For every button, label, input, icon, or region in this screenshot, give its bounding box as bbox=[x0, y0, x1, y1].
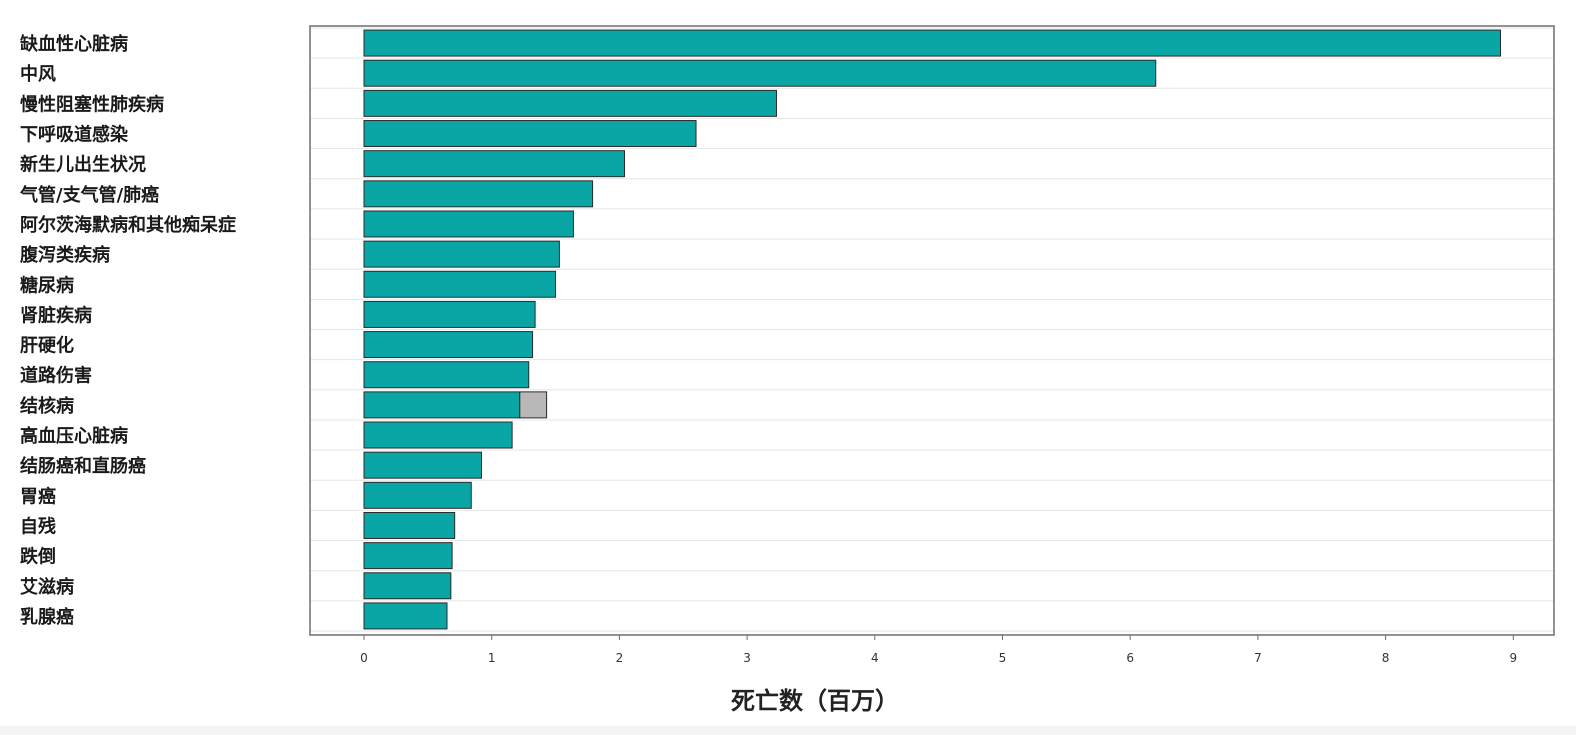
x-axis-ticks: 0 1 2 3 4 5 6 7 8 9 bbox=[360, 635, 1517, 665]
category-label: 肝硬化 bbox=[20, 335, 74, 357]
category-label: 结核病 bbox=[20, 395, 74, 417]
bar bbox=[363, 150, 626, 178]
bar bbox=[363, 240, 560, 268]
x-tick-label: 4 bbox=[871, 651, 879, 665]
bar bbox=[363, 300, 536, 328]
bar bbox=[363, 451, 482, 479]
category-label: 腹泻类疾病 bbox=[20, 244, 110, 266]
x-tick-label: 8 bbox=[1382, 651, 1390, 665]
bar bbox=[363, 29, 1502, 57]
x-tick-label: 6 bbox=[1126, 651, 1134, 665]
x-tick-label: 9 bbox=[1509, 651, 1517, 665]
category-label: 结肠癌和直肠癌 bbox=[20, 455, 146, 477]
category-label: 糖尿病 bbox=[20, 274, 74, 296]
category-label: 新生儿出生状况 bbox=[20, 154, 146, 176]
category-label: 中风 bbox=[20, 63, 56, 85]
category-label: 气管/支气管/肺癌 bbox=[19, 184, 159, 206]
bar bbox=[363, 421, 513, 449]
bottom-divider bbox=[0, 726, 1576, 735]
category-label: 跌倒 bbox=[20, 546, 56, 568]
x-tick-label: 2 bbox=[616, 651, 624, 665]
bar bbox=[363, 331, 534, 359]
category-label: 慢性阻塞性肺疾病 bbox=[20, 93, 164, 115]
x-tick-label: 3 bbox=[743, 651, 751, 665]
bar bbox=[363, 361, 530, 389]
category-label: 乳腺癌 bbox=[20, 606, 74, 628]
bar bbox=[363, 481, 472, 509]
bar bbox=[363, 120, 697, 148]
category-label: 胃癌 bbox=[20, 485, 56, 507]
category-label: 自残 bbox=[20, 515, 56, 537]
category-label: 高血压心脏病 bbox=[20, 425, 128, 447]
bar bbox=[363, 391, 521, 419]
plot-area-frame bbox=[309, 25, 1555, 636]
bar bbox=[363, 59, 1157, 87]
x-tick-label: 1 bbox=[488, 651, 496, 665]
x-tick-label: 0 bbox=[360, 651, 368, 665]
bars bbox=[363, 29, 1502, 630]
category-label: 下呼吸道感染 bbox=[20, 124, 129, 146]
gridlines bbox=[310, 27, 1554, 632]
x-tick-label: 7 bbox=[1254, 651, 1262, 665]
bar bbox=[363, 602, 448, 630]
bar bbox=[363, 542, 453, 570]
bar-extension bbox=[519, 391, 548, 419]
bar bbox=[363, 572, 452, 600]
category-labels: 缺血性心脏病中风慢性阻塞性肺疾病下呼吸道感染新生儿出生状况气管/支气管/肺癌阿尔… bbox=[19, 33, 236, 628]
bar bbox=[363, 89, 777, 117]
bar bbox=[363, 180, 594, 208]
category-label: 缺血性心脏病 bbox=[19, 33, 128, 55]
x-axis-title: 死亡数（百万） bbox=[731, 687, 899, 715]
category-label: 艾滋病 bbox=[20, 576, 74, 598]
bar bbox=[363, 511, 456, 539]
bar bbox=[363, 270, 557, 298]
bar bbox=[363, 210, 574, 238]
x-tick-label: 5 bbox=[999, 651, 1007, 665]
category-label: 道路伤害 bbox=[20, 365, 92, 387]
category-label: 阿尔茨海默病和其他痴呆症 bbox=[20, 214, 236, 236]
category-label: 肾脏疾病 bbox=[20, 304, 92, 326]
